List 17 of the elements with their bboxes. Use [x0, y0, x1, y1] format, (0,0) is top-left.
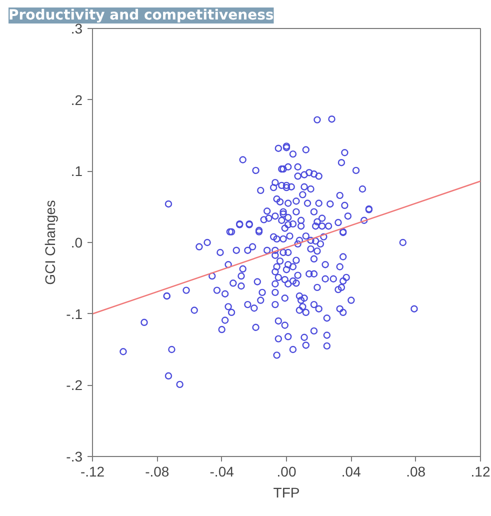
x-tick-label: .00 — [276, 464, 296, 480]
x-axis-title: TFP — [273, 484, 300, 500]
x-tick-label: .08 — [406, 464, 426, 480]
y-tick-label: .3 — [70, 20, 83, 36]
y-tick-label: -.3 — [66, 448, 83, 464]
y-axis-title: GCI Changes — [42, 200, 58, 285]
x-tick-label: .12 — [470, 464, 490, 480]
x-tick-label: -.04 — [210, 464, 234, 480]
x-tick-label: .04 — [341, 464, 362, 480]
chart-title: Productivity and competitiveness — [8, 8, 274, 24]
y-tick-label: .0 — [70, 234, 83, 250]
y-tick-label: .2 — [70, 92, 83, 108]
y-tick-label: .1 — [70, 163, 83, 180]
x-tick-label: -.08 — [145, 464, 170, 480]
y-tick-label: -.2 — [66, 377, 83, 394]
y-tick-label: -.1 — [66, 306, 83, 322]
x-tick-label: -.12 — [80, 464, 105, 480]
